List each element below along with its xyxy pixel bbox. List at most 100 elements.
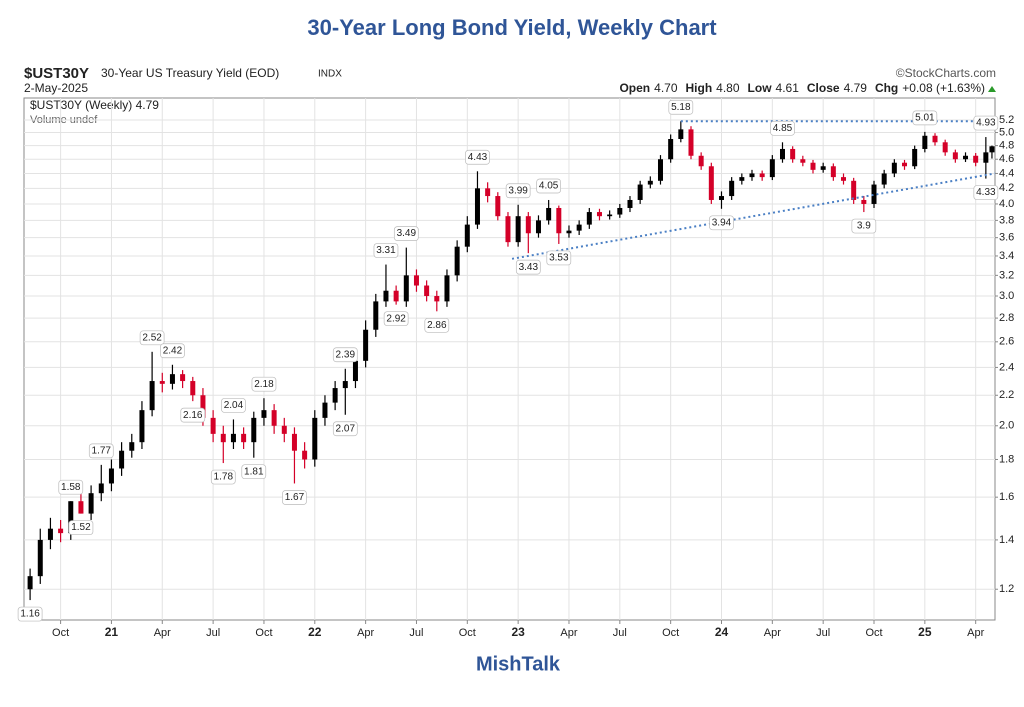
annotation: 1.78: [214, 472, 234, 483]
candle-body: [678, 129, 684, 140]
annotation-box: [58, 479, 84, 495]
y-tick-label: 3.8: [999, 214, 1014, 226]
plot-frame: [23, 97, 996, 621]
annotation: 2.04: [224, 400, 244, 411]
candle-body: [454, 246, 460, 276]
annotation: 4.93: [976, 118, 996, 129]
candle-body: [912, 148, 918, 167]
candle-body: [668, 139, 674, 160]
annotation-box: [139, 330, 165, 346]
annotation-box: [393, 226, 419, 241]
candle-body: [332, 388, 338, 403]
y-tick-label: 4.6: [999, 153, 1014, 165]
candle-body: [983, 152, 989, 163]
candle-body: [881, 173, 887, 185]
candle-body: [180, 374, 186, 382]
candle-body: [68, 501, 74, 534]
quote-value: 4.79: [844, 81, 868, 95]
y-tick-label: 4.4: [999, 167, 1014, 179]
candle-body: [729, 180, 735, 197]
y-tick-label: 4.8: [999, 140, 1014, 152]
candle-body: [596, 212, 602, 217]
symbol: $UST30Y: [24, 65, 89, 82]
candle-body: [108, 468, 114, 484]
candle-body: [718, 196, 724, 200]
annotation-box: [332, 347, 358, 363]
x-tick-label: Apr: [357, 627, 374, 639]
x-tick-label: 21: [105, 625, 119, 639]
annotation-box: [221, 398, 246, 413]
annotation-box: [424, 317, 450, 333]
y-tick-label: 2.4: [999, 361, 1014, 373]
annotation: 2.86: [427, 320, 447, 331]
candle-body: [424, 285, 430, 297]
candle-body: [963, 155, 969, 160]
candle-body: [922, 135, 928, 149]
date: 2-May-2025: [24, 81, 88, 95]
annotation-box: [210, 469, 236, 485]
annotation: 4.85: [773, 123, 793, 134]
candle-body: [230, 433, 236, 443]
candle-body: [383, 290, 389, 302]
candle-body: [769, 159, 775, 178]
y-tick-label: 3.6: [999, 232, 1014, 244]
annotation: 2.16: [183, 410, 203, 421]
x-tick-label: Oct: [255, 627, 272, 639]
x-tick-label: Jul: [409, 627, 423, 639]
candle-body: [627, 199, 633, 208]
annotation: 4.33: [976, 187, 996, 198]
candle-body: [190, 381, 196, 396]
candle-body: [830, 166, 836, 178]
candle-body: [495, 196, 501, 217]
annotation-box: [251, 376, 277, 392]
candle-body: [698, 155, 704, 167]
candle-body: [942, 142, 948, 153]
x-tick-label: Oct: [662, 627, 679, 639]
candle-body: [27, 576, 33, 590]
annotation-box: [383, 311, 409, 327]
candle-body: [800, 159, 806, 163]
candle-body: [841, 177, 847, 181]
candle-body: [261, 410, 267, 418]
quote-value: 4.70: [654, 81, 678, 95]
candle-body: [322, 402, 328, 418]
annotation: 2.18: [254, 379, 274, 390]
candle-body: [790, 148, 796, 160]
candle-body: [352, 360, 358, 382]
annotation: 2.39: [336, 349, 356, 360]
y-tick-label: 1.8: [999, 453, 1014, 465]
candle-body: [505, 216, 511, 243]
exchange: INDX: [318, 69, 342, 80]
y-tick-label: 3.2: [999, 269, 1014, 281]
y-tick-label: 2.8: [999, 312, 1014, 324]
candle-body: [139, 410, 145, 443]
annotation: 3.99: [508, 185, 528, 196]
chart-title: 30-Year Long Bond Yield, Weekly Chart: [307, 15, 717, 40]
candle-body: [607, 214, 613, 217]
annotation: 3.43: [519, 262, 539, 273]
annotation: 2.42: [163, 345, 183, 356]
annotation: 2.07: [336, 423, 356, 434]
x-tick-label: 24: [715, 625, 729, 639]
candle-body: [474, 188, 480, 225]
candle-body: [159, 381, 165, 384]
candle-body: [434, 296, 440, 302]
annotation-box: [973, 115, 999, 131]
candle-body: [281, 425, 287, 434]
annotation: 4.05: [539, 181, 559, 192]
y-tick-label: 2.2: [999, 389, 1014, 401]
candle-body: [688, 129, 694, 156]
candle-body: [200, 395, 206, 418]
candle-body: [129, 442, 135, 451]
candle-body: [546, 207, 552, 221]
candle-body: [149, 381, 155, 411]
candle-body: [749, 173, 755, 178]
annotation-box: [709, 215, 734, 231]
candle-body: [535, 220, 541, 234]
annotation-box: [68, 520, 94, 535]
annotation: 1.52: [71, 522, 91, 533]
annotation-box: [912, 110, 938, 126]
candle-body: [302, 450, 308, 460]
candle-body: [393, 290, 399, 302]
quote-key: Close: [807, 81, 840, 95]
